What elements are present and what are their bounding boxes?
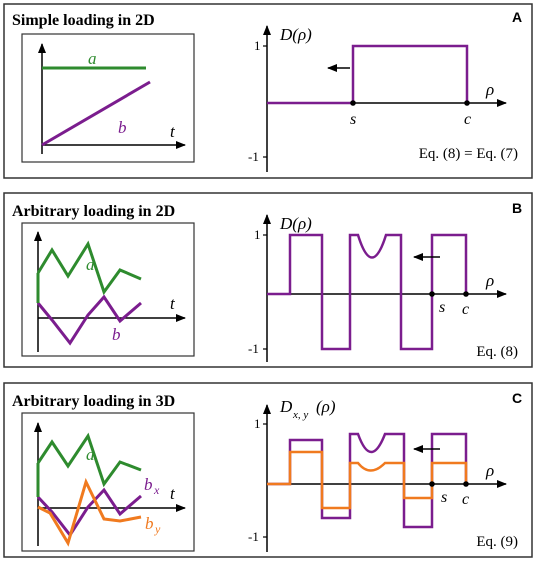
damage-curve (267, 233, 468, 351)
tick-pos: 1 (254, 227, 261, 242)
equation: Eq. (9) (476, 534, 518, 550)
marker-c: c (462, 491, 469, 508)
point-s (429, 481, 435, 487)
panel-a-title: Simple loading in 2D (12, 12, 155, 29)
panel-c-title: Arbitrary loading in 3D (12, 393, 175, 410)
panel-a: Simple loading in 2D A a b t 1 -1 D(ρ) ρ (3, 3, 533, 179)
tick-pos: 1 (254, 416, 261, 431)
marker-s: s (439, 299, 445, 316)
point-c (464, 100, 470, 106)
panel-c-plot: 1 -1 D x, y (ρ) ρ s c Eq. (9) (248, 397, 518, 552)
inset-label-by: b (145, 514, 154, 533)
inset-line-a (36, 240, 142, 296)
tick-neg: -1 (248, 341, 259, 356)
damage-curve (267, 44, 469, 105)
panel-b-title: Arbitrary loading in 2D (12, 203, 175, 220)
inset-label-b: b (112, 325, 121, 344)
panel-a-inset-frame (21, 33, 195, 163)
equation: Eq. (8) = Eq. (7) (419, 146, 518, 162)
inset-label-bx-sub: x (153, 483, 160, 497)
marker-c: c (464, 111, 471, 128)
inset-label-a: a (86, 445, 95, 464)
panel-b: Arbitrary loading in 2D B a b t 1 -1 D(ρ… (3, 192, 533, 368)
inset-axis-t: t (170, 484, 176, 503)
inset-axis-t: t (170, 294, 176, 313)
inset-line-by (37, 477, 142, 547)
panel-c-inset-frame (21, 412, 195, 552)
panel-b-plot: 1 -1 D(ρ) ρ s c Eq. (8) (248, 214, 518, 362)
y-axis-label: D(ρ) (279, 214, 312, 233)
x-axis-label: ρ (485, 461, 494, 480)
inset-line-bx (36, 487, 142, 538)
marker-s: s (350, 111, 356, 128)
panel-c-inset: a b x b y t (21, 412, 195, 552)
y-axis-label: D (279, 397, 293, 416)
marker-c: c (462, 301, 469, 318)
y-axis-label: D(ρ) (279, 25, 312, 44)
y-axis-label-sub: x, y (292, 409, 308, 421)
inset-axis-t: t (170, 122, 176, 141)
inset-label-by-sub: y (154, 522, 161, 536)
tick-neg: -1 (248, 149, 259, 164)
inset-line-a (36, 432, 142, 488)
panel-b-inset-frame (21, 222, 195, 357)
panel-c-frame (3, 382, 533, 558)
inset-label-bx: b (144, 475, 153, 494)
x-axis-label: ρ (485, 80, 494, 99)
inset-label-a: a (86, 255, 95, 274)
point-c (463, 291, 469, 297)
panel-a-frame (3, 3, 533, 179)
y-axis-label-arg: (ρ) (316, 397, 336, 416)
tick-neg: -1 (248, 529, 259, 544)
damage-curve-y (267, 450, 468, 510)
point-s (429, 291, 435, 297)
panel-b-label: B (512, 200, 522, 216)
marker-s: s (441, 489, 447, 506)
point-c (463, 481, 469, 487)
equation: Eq. (8) (476, 344, 518, 360)
panel-b-frame (3, 192, 533, 368)
point-s (350, 100, 356, 106)
panel-c: Arbitrary loading in 3D C a b x b y t 1 … (3, 382, 533, 558)
panel-a-plot: 1 -1 D(ρ) ρ s c Eq. (8) = Eq. (7) (248, 25, 518, 172)
panel-b-inset: a b t (21, 222, 195, 357)
panel-a-inset: a b t (21, 33, 195, 163)
x-axis-label: ρ (485, 271, 494, 290)
inset-line-b (36, 294, 142, 346)
inset-label-a: a (88, 49, 97, 68)
damage-curve-x (267, 432, 468, 529)
panel-c-label: C (512, 390, 522, 406)
panel-a-label: A (512, 9, 522, 25)
tick-pos: 1 (254, 38, 261, 53)
inset-label-b: b (118, 118, 127, 137)
inset-line-b (41, 80, 151, 147)
